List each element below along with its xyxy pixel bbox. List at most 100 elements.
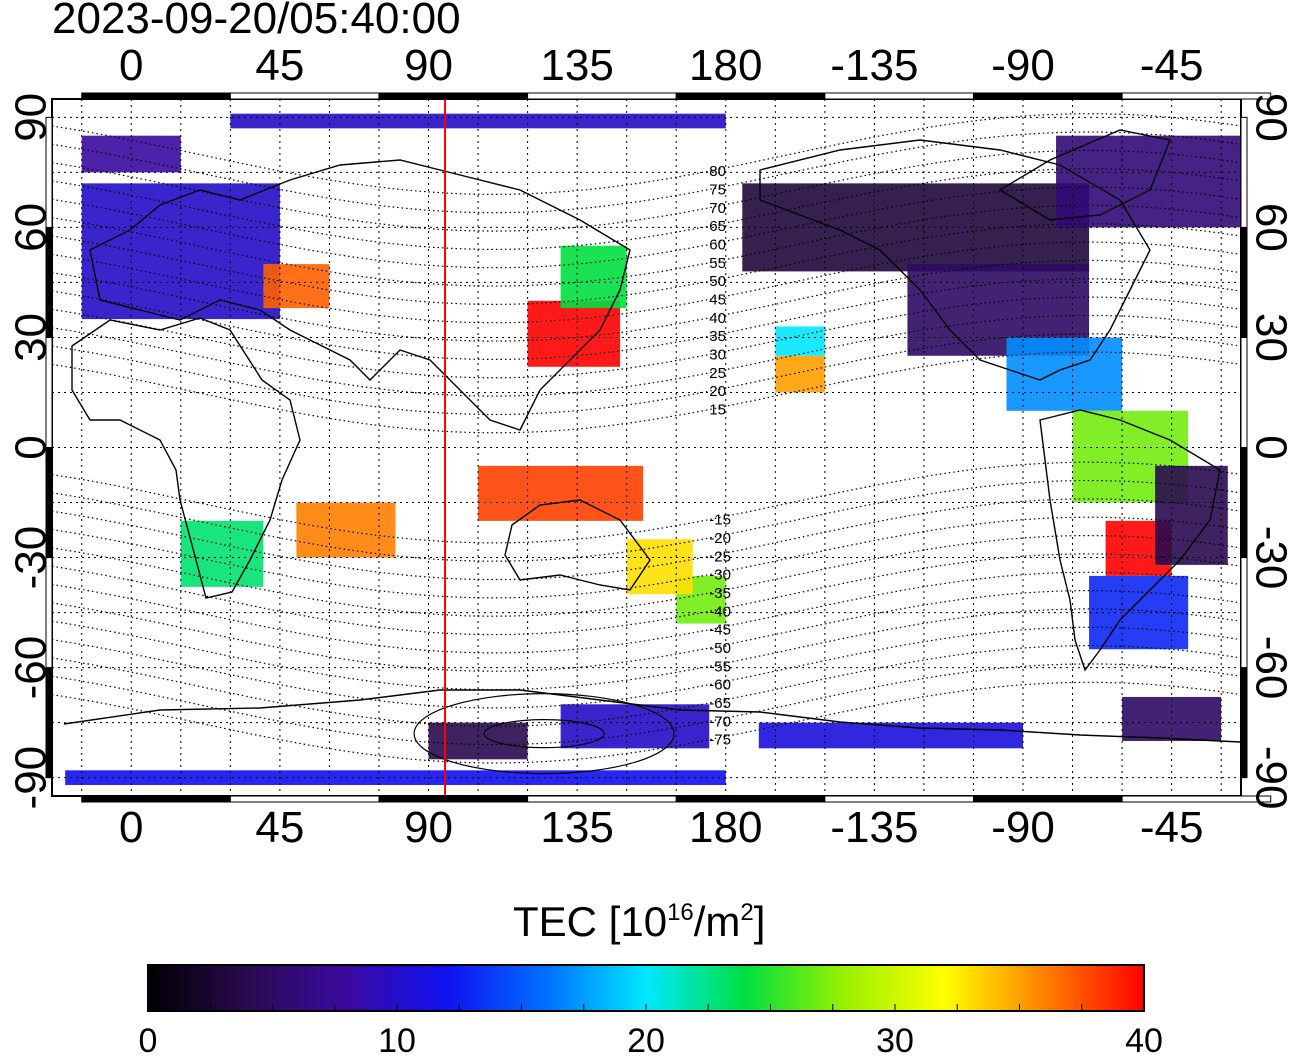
magnetic-latitude-label: -70: [709, 713, 731, 730]
magnetic-latitude-line: [52, 296, 1241, 379]
frame-tick-bar: [1240, 336, 1248, 448]
magnetic-latitude-line: [52, 113, 1241, 196]
magnetic-latitude-label: 65: [709, 218, 726, 235]
y-tick-label-right: 90: [1246, 93, 1294, 142]
magnetic-latitude-label: -60: [709, 677, 731, 694]
magnetic-latitude-label: 35: [709, 328, 726, 345]
frame-tick-bar: [1121, 795, 1272, 803]
tec-region: [775, 355, 825, 393]
magnetic-latitude-label: 15: [709, 402, 726, 419]
magnetic-latitude-line: [52, 589, 1241, 672]
magnetic-latitude-line: [52, 461, 1241, 544]
tec-region: [1056, 135, 1241, 228]
magnetic-latitude-line: [52, 479, 1241, 562]
frame-tick-bar: [378, 795, 529, 803]
magnetic-latitude-line: [52, 681, 1241, 764]
frame-tick-bar: [229, 795, 380, 803]
x-tick-label: 0: [119, 41, 143, 90]
magnetic-latitude-label: 25: [709, 365, 726, 382]
x-tick-label: 180: [689, 41, 762, 90]
magnetic-latitude-line: [52, 351, 1241, 434]
y-tick-label-left: 60: [7, 203, 56, 252]
colorbar: 0 10 20 30 40: [139, 964, 1163, 1057]
frame-tick-bar: [527, 92, 677, 100]
colorbar-tick-label: 30: [876, 1022, 914, 1057]
colorbar-label-exp2: 2: [740, 899, 754, 926]
frame-tick-bar: [1240, 116, 1248, 228]
magnetic-latitude-label: -30: [709, 567, 731, 584]
x-tick-label: 90: [404, 803, 453, 852]
colorbar-title: TEC [1016/m2]: [513, 898, 765, 946]
coastline-antarctica: [63, 689, 1241, 743]
magnetic-latitude-label: -15: [709, 512, 731, 529]
magnetic-latitude-line: [52, 149, 1241, 232]
coastline-africa: [71, 317, 301, 599]
frame-tick-bar: [675, 92, 826, 100]
graticule: [52, 99, 1241, 796]
tec-region: [478, 465, 644, 521]
axis-tick-bars: [45, 92, 1272, 803]
magnetic-latitude-label: -25: [709, 548, 731, 565]
tec-region: [626, 539, 693, 595]
magnetic-latitude-label: -50: [709, 640, 731, 657]
x-tick-label: -90: [991, 803, 1055, 852]
tec-region: [1006, 337, 1123, 411]
magnetic-latitude-label: -55: [709, 658, 731, 675]
x-tick-label: 45: [255, 803, 304, 852]
magnetic-latitude-label: 70: [709, 200, 726, 217]
colorbar-label-prefix: TEC [10: [513, 898, 668, 945]
polar-contour: [483, 719, 605, 749]
x-tick-label: -45: [1140, 803, 1204, 852]
magnetic-latitude-line: [52, 314, 1241, 397]
magnetic-latitude-line: [52, 223, 1241, 306]
map-panel: 8075706560555045403530252015-15-20-25-30…: [7, 41, 1294, 852]
colorbar-tick-label: 40: [1125, 1022, 1163, 1057]
magnetic-latitude-label: 20: [709, 383, 726, 400]
magnetic-latitude-label: 80: [709, 163, 726, 180]
magnetic-latitude-line: [52, 168, 1241, 251]
magnetic-latitude-line: [52, 333, 1241, 416]
magnetic-latitude-label: 45: [709, 291, 726, 308]
frame-tick-bar: [229, 92, 380, 100]
magnetic-latitude-line: [52, 278, 1241, 360]
tec-region: [1155, 465, 1228, 565]
coastline-australia: [504, 499, 651, 591]
coastline-europe-asia: [89, 159, 631, 431]
x-tick-label: -135: [830, 803, 918, 852]
magnetic-latitude-line: [52, 535, 1241, 617]
magnetic-latitude-label: -35: [709, 585, 731, 602]
magnetic-latitude-label: 50: [709, 273, 726, 290]
magnetic-latitude-line: [52, 516, 1241, 599]
frame-tick-bar: [824, 92, 974, 100]
y-tick-label-right: 60: [1246, 203, 1294, 252]
tec-region: [775, 326, 825, 356]
colorbar-gradient: [147, 964, 1145, 1012]
magnetic-latitude-label: -20: [709, 530, 731, 547]
x-tick-label: -135: [830, 41, 918, 90]
x-tick-label: 135: [540, 41, 613, 90]
colorbar-tick-label: 0: [139, 1022, 158, 1057]
y-tick-label-right: -30: [1246, 526, 1294, 590]
frame-tick-bar: [1240, 226, 1248, 338]
tec-region: [263, 264, 330, 309]
magnetic-latitude-line: [52, 626, 1241, 709]
y-tick-label-left: 90: [7, 93, 56, 142]
y-tick-label-right: -60: [1246, 636, 1294, 700]
colorbar-label-mid: /m: [693, 898, 741, 945]
timestamp-title: 2023-09-20/05:40:00: [52, 0, 461, 43]
colorbar-tick-label: 10: [378, 1022, 416, 1057]
y-tick-label-left: -30: [7, 526, 56, 590]
magnetic-latitude-label: 60: [709, 236, 726, 253]
y-tick-label-right: 0: [1246, 435, 1294, 459]
colorbar-tick-label: 20: [627, 1022, 665, 1057]
frame-tick-bar: [378, 92, 529, 100]
x-tick-label: 135: [540, 803, 613, 852]
frame-tick-bar: [1121, 92, 1272, 100]
tec-region: [180, 520, 264, 587]
coastline-greenland: [998, 129, 1171, 221]
x-tick-label: 180: [689, 803, 762, 852]
magnetic-latitude-label: 75: [709, 181, 726, 198]
x-tick-label: -90: [991, 41, 1055, 90]
